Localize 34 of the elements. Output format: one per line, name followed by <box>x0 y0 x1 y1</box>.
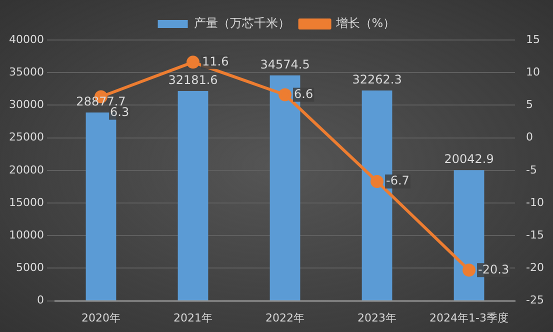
y2-tick-label: -5 <box>526 163 538 176</box>
y2-tick-label: 10 <box>526 65 540 78</box>
y-tick-label: 15000 <box>8 196 44 209</box>
y-tick-label: 10000 <box>8 228 44 242</box>
y2-tick-label: -15 <box>526 228 544 242</box>
y2-tick-label: 0 <box>526 130 534 144</box>
data-label: 6.3 <box>110 104 130 119</box>
data-label: -6.7 <box>386 174 410 188</box>
data-label: 6.6 <box>294 86 314 101</box>
data-label: 11.6 <box>202 54 229 68</box>
y-tick-label: 0 <box>36 294 44 307</box>
y-tick-label: 25000 <box>8 130 44 144</box>
y-tick-label: 40000 <box>8 32 44 46</box>
data-label: 32181.6 <box>168 73 218 88</box>
data-label: 34574.5 <box>260 58 310 72</box>
x-tick-label: 2021年 <box>174 311 213 324</box>
data-label: -20.3 <box>478 262 510 276</box>
y2-tick-label: -25 <box>526 294 544 307</box>
legend-label: 增长（%） <box>334 16 396 30</box>
y-tick-label: 5000 <box>16 261 44 274</box>
legend-label: 产量（万芯千米） <box>194 16 290 30</box>
y-tick-label: 30000 <box>8 98 44 112</box>
y2-tick-label: -20 <box>526 261 544 274</box>
x-tick-label: 2023年 <box>358 311 397 324</box>
data-label: 32262.3 <box>352 72 402 87</box>
x-tick-label: 2024年1-3季度 <box>430 311 509 324</box>
y2-tick-label: 5 <box>526 98 534 112</box>
x-tick-label: 2022年 <box>266 311 305 324</box>
data-label: 20042.9 <box>444 152 494 166</box>
y2-tick-label: -10 <box>526 196 544 209</box>
y2-tick-label: 15 <box>526 32 540 46</box>
x-tick-label: 2020年 <box>81 311 120 324</box>
y-tick-label: 35000 <box>8 65 44 78</box>
y-tick-label: 20000 <box>8 163 44 176</box>
